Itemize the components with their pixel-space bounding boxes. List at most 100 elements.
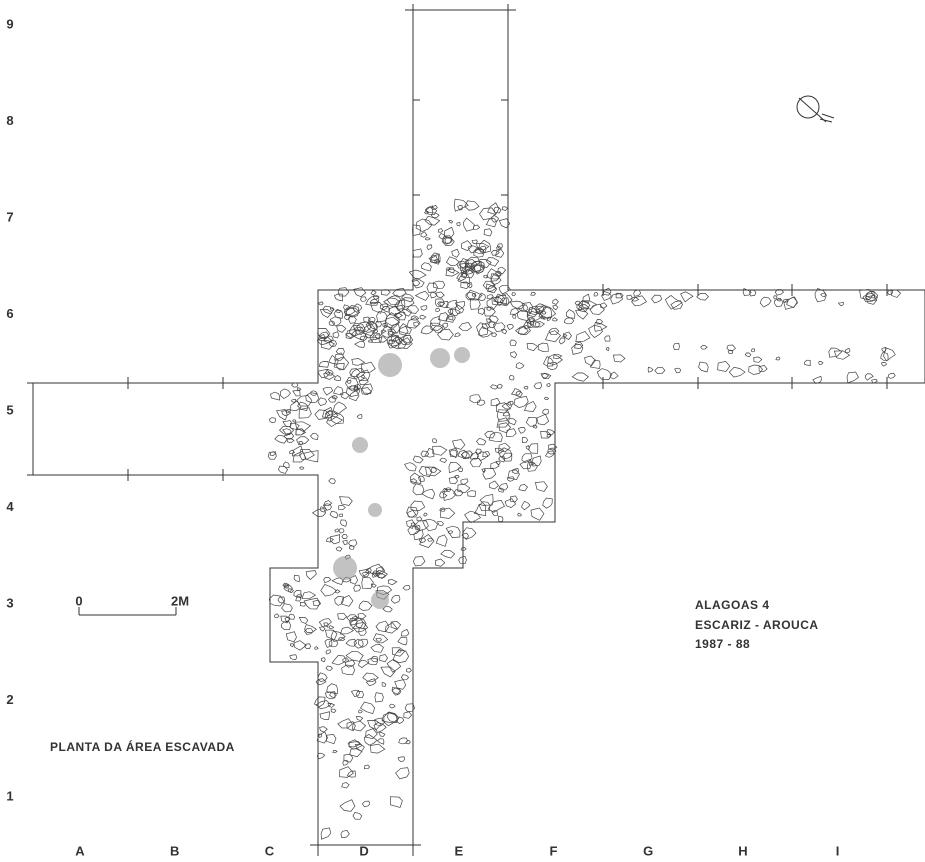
row-label: 9 [6,16,13,31]
stone [491,275,501,285]
stone [675,368,681,373]
stone [559,338,565,344]
stone [488,285,497,292]
stone [357,414,362,418]
stone [450,450,457,457]
stone [371,584,376,587]
stone [358,613,366,619]
stone [370,299,377,304]
stone [575,342,583,349]
stone [834,351,849,360]
stone [458,273,470,283]
stone [338,719,353,728]
stone [408,510,416,517]
stone [510,340,517,346]
stone [320,627,326,631]
stone [438,329,454,340]
stone [534,383,542,389]
stone [362,578,374,589]
stone [888,373,895,378]
stone [338,288,349,297]
stone [304,451,318,462]
stone [324,577,331,583]
stone [449,316,453,320]
stone [340,767,354,778]
stone [292,446,303,456]
stone [778,298,781,301]
stone [362,801,370,807]
stone [489,432,502,442]
stone [329,626,334,629]
stone [398,638,407,645]
stone [333,332,339,338]
stone [375,693,384,702]
stone [366,729,378,739]
stone [865,374,873,381]
stone [490,481,499,489]
stone [315,697,326,707]
stone [400,324,412,334]
stone [321,341,334,350]
stone [293,451,306,462]
stone [502,207,507,211]
site-plan: 0 2M PLANTA DA ÁREA ESCAVADA ALAGOAS 4 E… [0,0,925,862]
stone [374,723,386,733]
stone [282,604,293,612]
north-arrow [797,96,834,122]
stone [364,317,370,323]
row-label: 5 [6,402,13,417]
stone [354,585,361,591]
stone [448,531,453,534]
stone [424,513,428,516]
stone [352,721,365,731]
stone [361,702,375,714]
stone [427,245,432,250]
stone [453,440,465,450]
stone [408,526,420,535]
stone [426,238,431,240]
stone [390,797,402,808]
stone [404,712,412,719]
stone [461,547,466,550]
stone [358,710,362,713]
stone [512,293,516,296]
stone [299,441,303,444]
stone [416,291,430,300]
stone [455,333,461,337]
stone [420,315,426,319]
dark-patch [454,347,470,363]
stone [438,229,443,233]
stone [465,201,479,210]
stone [535,482,547,492]
stone [553,299,559,304]
stone [531,292,536,295]
stone [774,299,783,306]
stone [506,429,516,437]
stone [284,462,290,468]
stone [529,444,538,454]
stone [531,508,544,520]
stone [499,423,511,433]
stone [547,434,551,437]
stone [391,596,400,604]
stone [474,504,485,515]
stone [449,221,453,224]
stone [486,218,496,227]
stone [774,296,777,299]
stone [413,456,423,463]
stone [553,305,558,310]
stone [330,511,338,518]
stone [478,308,485,315]
stone [627,295,632,299]
stone [382,683,386,687]
stone [583,294,590,303]
stone [420,535,435,548]
stone [511,352,517,358]
stone [590,360,600,368]
stone [548,355,563,365]
stone [380,732,385,737]
column-label: G [643,843,653,858]
stone [339,505,346,509]
stone [613,355,625,362]
stone [760,297,771,307]
